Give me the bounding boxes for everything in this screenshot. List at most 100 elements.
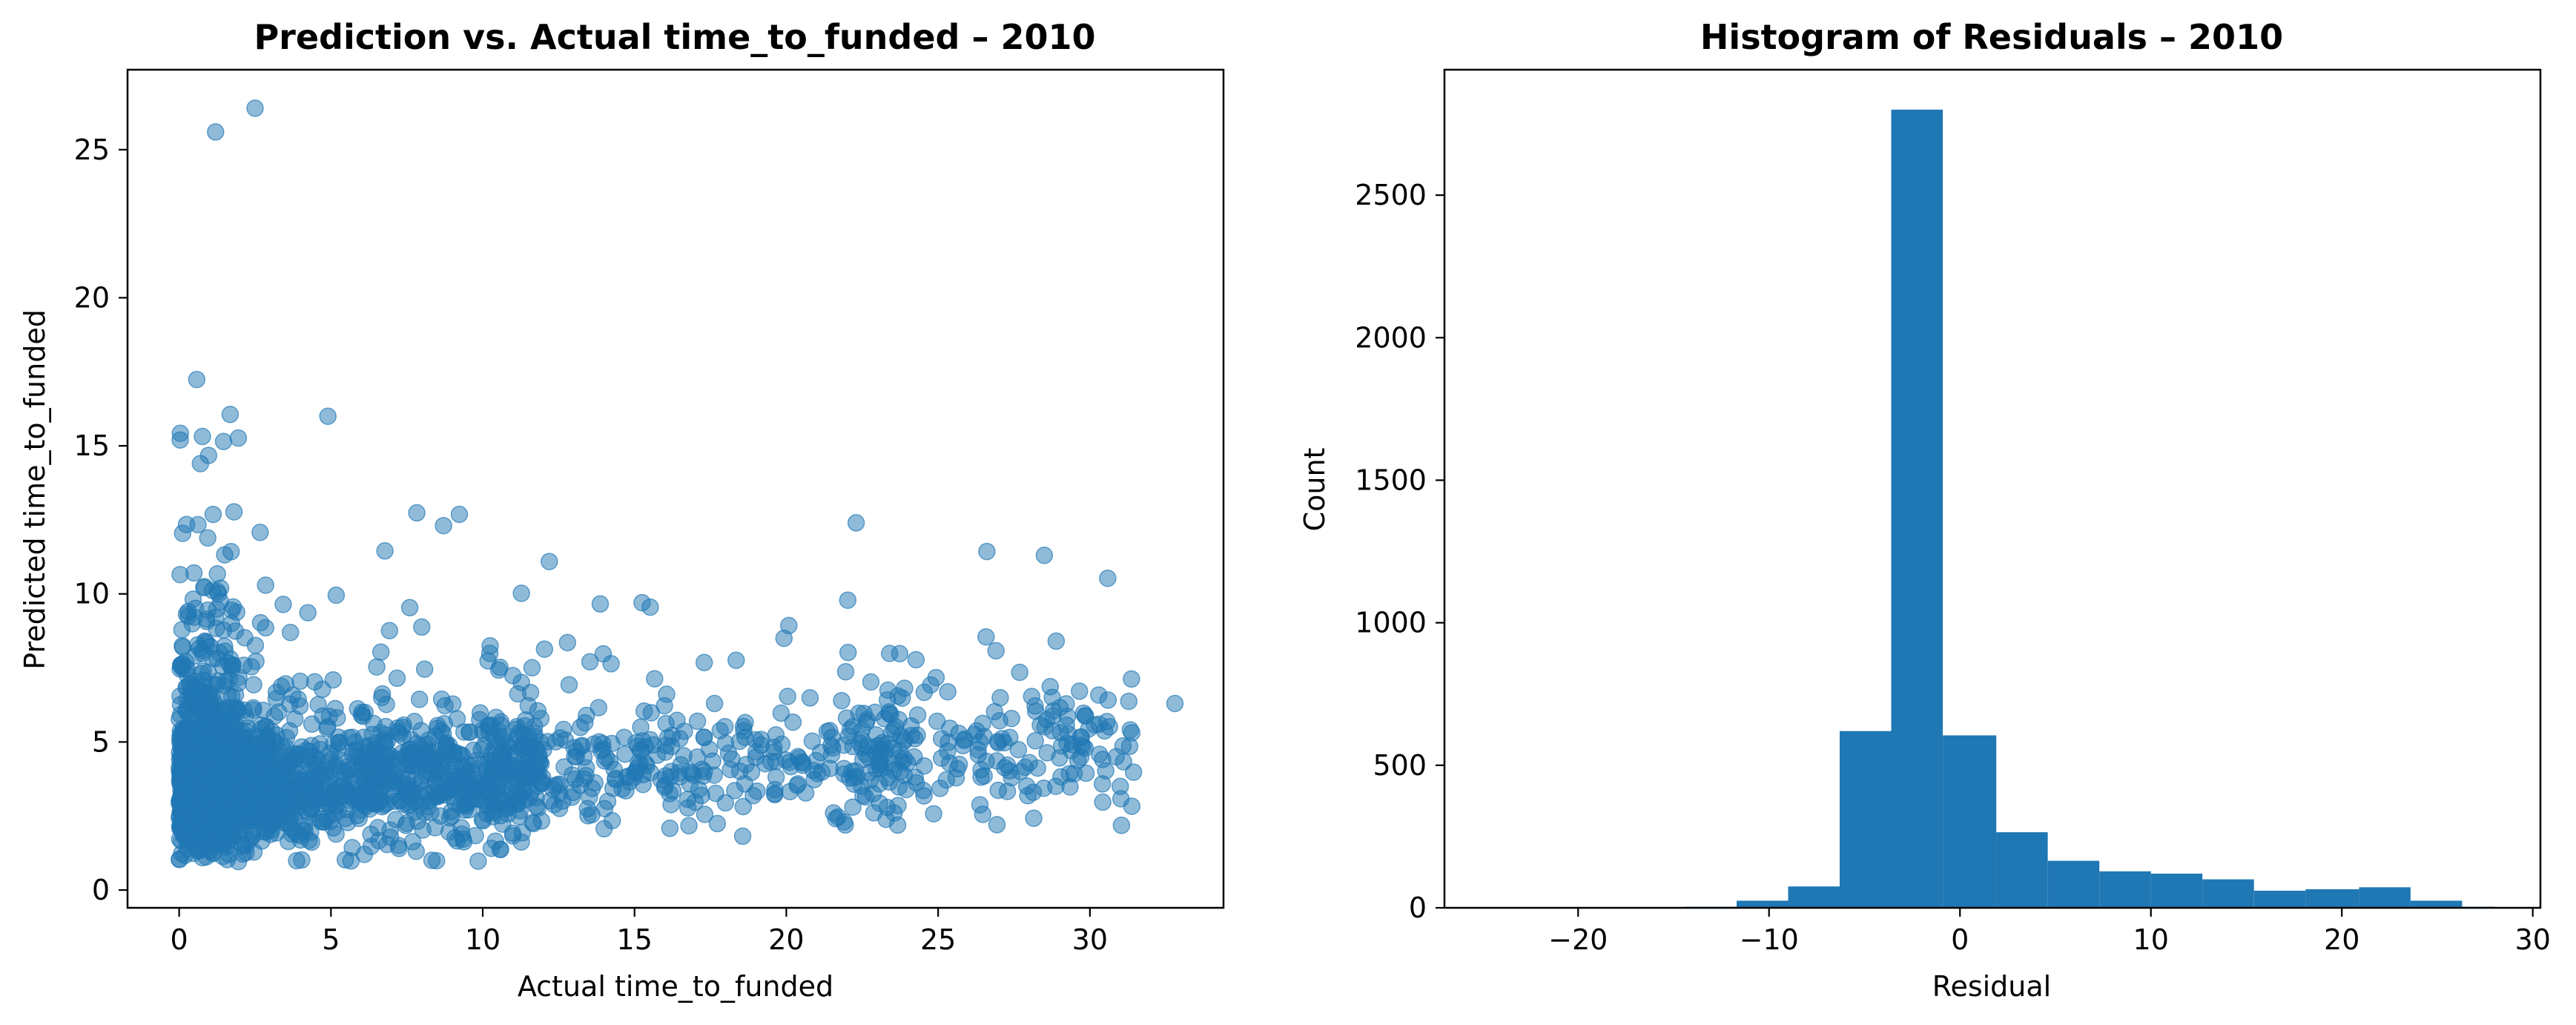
scatter-point: [977, 627, 995, 646]
scatter-point: [295, 817, 314, 835]
scatter-point: [413, 618, 431, 636]
scatter-point: [578, 800, 597, 818]
scatter-point: [756, 754, 774, 773]
scatter-point: [1025, 809, 1043, 827]
scatter-point: [987, 642, 1005, 660]
scatter-point: [633, 593, 651, 612]
scatter-point: [242, 658, 260, 676]
x-tick-label: −20: [1548, 923, 1608, 956]
scatter-point: [455, 833, 473, 851]
y-tick-label: 10: [74, 578, 110, 610]
scatter-point: [229, 429, 248, 447]
scatter-point: [1123, 670, 1140, 688]
scatter-point: [1114, 753, 1132, 771]
scatter-point: [1009, 740, 1028, 759]
scatter-point: [835, 759, 853, 778]
scatter-point: [425, 782, 443, 801]
scatter-point: [1047, 777, 1065, 795]
scatter-point: [225, 503, 243, 521]
scatter-point: [493, 731, 512, 748]
scatter-point: [222, 768, 240, 786]
scatter-point: [598, 792, 617, 811]
x-tick-label: 0: [171, 923, 188, 956]
scatter-point: [708, 814, 727, 833]
scatter-point: [267, 683, 285, 702]
scatter-point: [197, 817, 216, 836]
scatter-point: [330, 734, 348, 752]
scatter-point: [988, 816, 1006, 834]
scatter-point: [733, 827, 752, 846]
histogram-title: Histogram of Residuals – 2010: [1700, 17, 2283, 57]
scatter-point: [1035, 547, 1054, 564]
scatter-point: [721, 760, 739, 779]
scatter-point: [174, 524, 192, 542]
scatter-point: [591, 595, 610, 613]
scatter-point: [522, 783, 541, 801]
scatter-point: [239, 794, 257, 812]
scatter-point: [239, 719, 257, 737]
scatter-point: [257, 619, 274, 637]
scatter-point: [324, 670, 343, 689]
scatter-point: [262, 758, 280, 776]
scatter-point: [989, 781, 1007, 800]
scatter-point: [452, 778, 471, 797]
scatter-point: [914, 782, 932, 800]
scatter-point: [1093, 775, 1112, 793]
scatter-point: [1071, 682, 1089, 700]
scatter-point: [314, 766, 332, 784]
scatter-point: [748, 782, 766, 800]
scatter-points: [170, 99, 1184, 871]
scatter-point: [535, 640, 554, 658]
scatter-point: [407, 842, 426, 860]
scatter-point: [839, 591, 857, 609]
scatter-point: [688, 748, 707, 766]
scatter-point: [399, 771, 417, 789]
scatter-point: [222, 543, 240, 561]
histogram-y-label: Count: [1298, 448, 1331, 532]
scatter-point: [784, 713, 802, 731]
scatter-point: [694, 767, 713, 785]
scatter-point: [789, 775, 807, 793]
scatter-point: [342, 852, 360, 870]
y-tick-label: 500: [1373, 749, 1427, 782]
scatter-point: [661, 820, 679, 837]
scatter-point: [1112, 817, 1131, 834]
x-tick-label: 0: [1951, 923, 1969, 956]
scatter-point: [1090, 745, 1109, 763]
scatter-point: [1099, 691, 1117, 709]
scatter-point: [410, 691, 429, 708]
scatter-point: [871, 794, 889, 812]
scatter-point: [450, 505, 469, 524]
scatter-point: [1123, 797, 1141, 815]
scatter-point: [274, 596, 292, 613]
scatter-point: [805, 771, 823, 788]
scatter-point: [896, 731, 914, 748]
scatter-point: [948, 759, 966, 778]
scatter-point: [1120, 737, 1139, 756]
histogram-y-ticks: 0 500 1000 1500 2000 2500: [1355, 179, 1444, 924]
scatter-point: [891, 762, 909, 780]
scatter-point: [203, 775, 222, 793]
scatter-point: [377, 726, 395, 744]
scatter-point: [839, 643, 857, 662]
scatter-point: [327, 825, 345, 843]
scatter-point: [191, 639, 208, 658]
scatter-point: [185, 805, 202, 824]
scatter-point: [394, 718, 412, 736]
scatter-point: [915, 757, 934, 775]
scatter-point: [512, 584, 530, 602]
histogram-axes-frame: [1443, 68, 2542, 909]
histogram-bar: [2047, 860, 2100, 908]
scatter-point: [642, 704, 661, 722]
scatter-point: [646, 670, 664, 688]
scatter-point: [216, 699, 234, 717]
x-tick-label: 15: [617, 923, 653, 956]
scatter-point: [435, 516, 452, 535]
scatter-point: [975, 767, 993, 785]
histogram-bar: [2099, 871, 2151, 908]
scatter-point: [206, 123, 225, 141]
x-tick-label: 30: [2515, 923, 2551, 956]
scatter-point: [567, 748, 586, 765]
scatter-point: [857, 713, 875, 732]
scatter-point: [171, 424, 189, 442]
